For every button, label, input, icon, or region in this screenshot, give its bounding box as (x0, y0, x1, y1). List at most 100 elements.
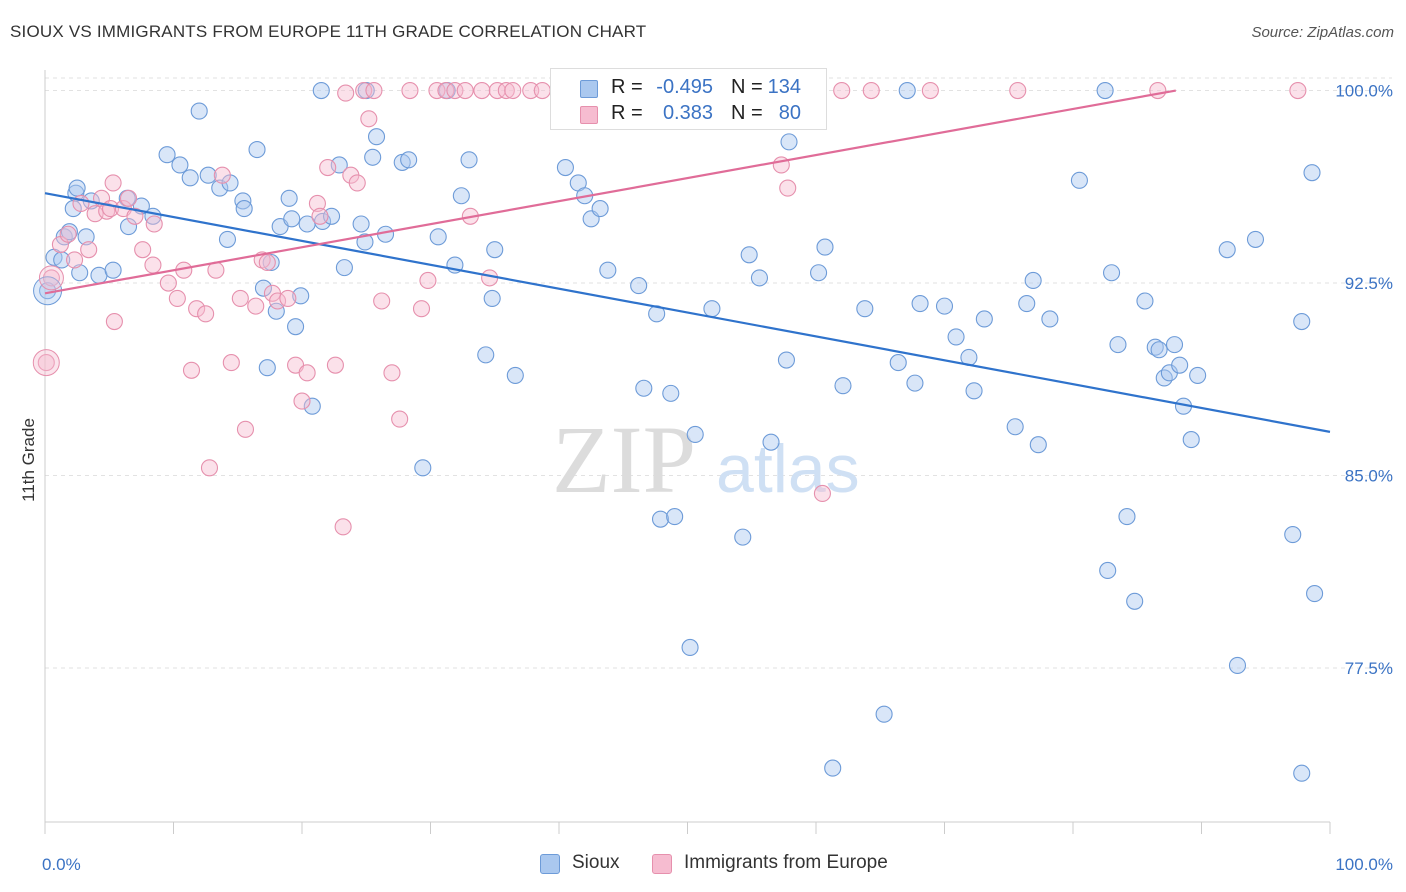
y-tick-label: 100.0% (1335, 82, 1393, 101)
sioux-point (235, 200, 253, 218)
x-tick-label: 100.0% (1335, 855, 1393, 874)
sioux-point (506, 366, 524, 384)
sioux-swatch (580, 80, 598, 98)
stats-legend: R = -0.495 N = 134 R = 0.383 N = 80 (550, 68, 827, 130)
sioux-point (1126, 592, 1144, 610)
sioux-point (666, 508, 684, 526)
sioux-point (1136, 292, 1154, 310)
sioux-legend-label: Sioux (572, 852, 620, 873)
y-axis-label: 11th Grade (19, 418, 38, 502)
europe-point (437, 81, 455, 100)
sioux-point (1155, 369, 1173, 387)
europe-point (428, 81, 446, 100)
europe-point (145, 215, 163, 233)
sioux-point (158, 146, 176, 164)
europe-point (779, 179, 797, 197)
sioux-point (947, 328, 965, 346)
sioux-point (181, 169, 199, 187)
sioux-point (824, 759, 842, 777)
europe-point (412, 300, 431, 318)
europe-trend-line (44, 89, 1176, 295)
sioux-point (1246, 230, 1265, 248)
sioux-point (686, 425, 704, 444)
watermark-atlas: atlas (716, 431, 860, 507)
sioux-point (1306, 585, 1324, 603)
sioux-point (429, 228, 447, 246)
sioux-point (283, 210, 301, 228)
y-tick-label: 85.0% (1345, 467, 1393, 486)
europe-point (298, 364, 316, 382)
europe-point (833, 81, 851, 100)
sioux-point (171, 156, 189, 174)
sioux-point (1109, 336, 1127, 354)
europe-point (522, 81, 540, 100)
europe-point (311, 207, 329, 225)
europe-point (126, 207, 144, 225)
europe-point (159, 274, 177, 292)
europe-point (1009, 81, 1027, 100)
sioux-point (68, 179, 86, 197)
sioux-point (218, 230, 237, 248)
europe-point (231, 289, 249, 307)
sioux-point (1228, 656, 1247, 674)
sioux-point (280, 189, 298, 207)
europe-point (497, 81, 515, 100)
sioux-point (486, 241, 504, 259)
europe-point (373, 292, 391, 310)
sioux-point (834, 377, 852, 395)
x-tick-label: 0.0% (42, 855, 81, 874)
source-label: Source: ZipAtlas.com (1251, 24, 1394, 41)
n-label: N = (731, 102, 763, 124)
sioux-point (248, 141, 266, 159)
europe-point (355, 81, 373, 100)
sioux-point (254, 279, 273, 297)
europe-point (334, 518, 352, 536)
sioux-point (1293, 764, 1311, 782)
sioux-point (414, 459, 432, 477)
europe-point (213, 166, 231, 184)
sioux-point (856, 300, 874, 318)
europe-point (337, 84, 355, 102)
n-label: N = (731, 76, 763, 98)
sioux-point (356, 233, 374, 251)
sioux-point (400, 151, 418, 169)
sioux-point (734, 528, 752, 546)
sioux-point (762, 433, 780, 451)
sioux-point (483, 289, 501, 307)
sioux-point (77, 228, 95, 246)
europe-point (391, 410, 409, 428)
europe-point (308, 194, 326, 213)
europe-point (348, 174, 366, 192)
y-tick-label: 77.5% (1345, 659, 1393, 678)
europe-point (32, 349, 60, 377)
axes (44, 70, 1331, 834)
europe-point (533, 81, 551, 100)
y-tick-label: 92.5% (1345, 274, 1393, 293)
europe-n-value: 80 (778, 102, 801, 124)
watermark: ZIP atlas (552, 406, 860, 513)
sioux-point (190, 102, 208, 120)
sioux-point (211, 179, 229, 197)
europe-r-value: 0.383 (662, 102, 713, 124)
sioux-point (287, 318, 305, 336)
europe-point (197, 305, 215, 323)
europe-swatch (580, 106, 598, 124)
sioux-point (1218, 241, 1236, 259)
europe-point (419, 271, 437, 290)
sioux-point (1099, 561, 1117, 580)
sioux-point (1171, 356, 1189, 374)
europe-point (862, 81, 880, 100)
sioux-point (352, 215, 370, 233)
europe-point (182, 361, 201, 379)
sioux-point (780, 133, 798, 151)
europe-point (134, 241, 152, 259)
europe-point (168, 289, 186, 307)
sioux-point (740, 246, 758, 264)
europe-point (279, 289, 297, 307)
sioux-point (1096, 81, 1114, 100)
sioux-point (1070, 171, 1088, 189)
sioux-point (777, 351, 795, 369)
europe-point (80, 241, 98, 259)
sioux-point (477, 346, 495, 364)
